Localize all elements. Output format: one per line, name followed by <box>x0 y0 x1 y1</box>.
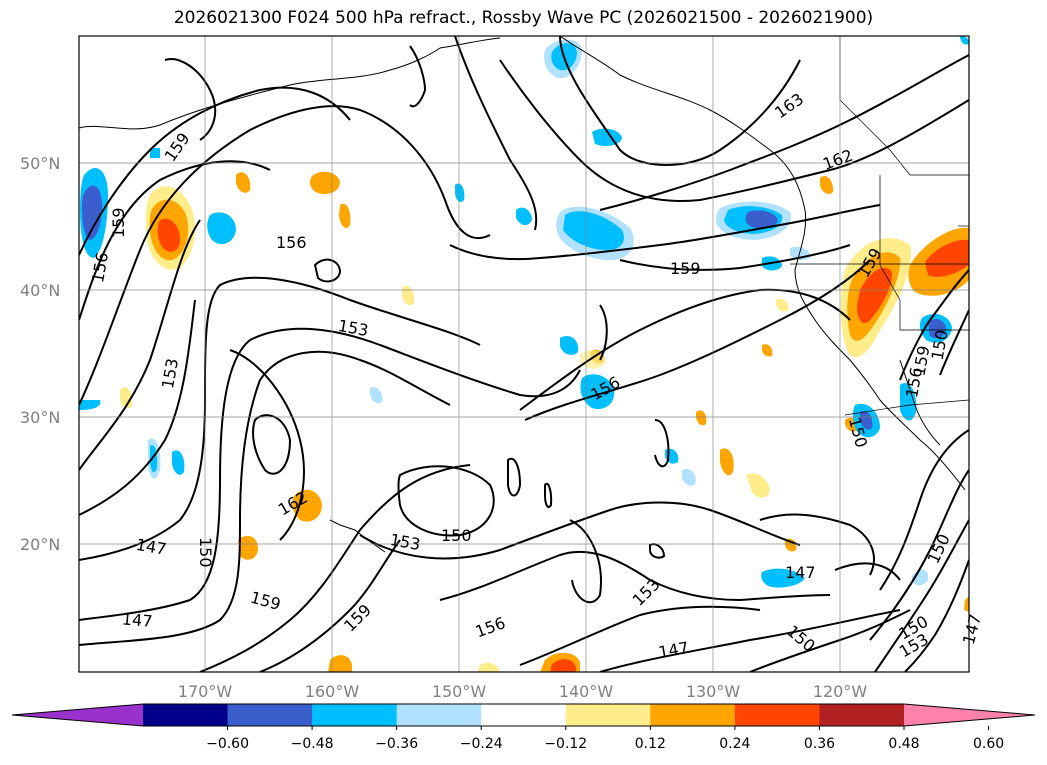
colorbar-tick-label: −0.60 <box>206 736 249 752</box>
lon-label: 170°W <box>178 682 233 701</box>
contour-label: 159 <box>670 259 701 278</box>
colorbar-tick-label: 0.60 <box>973 736 1004 752</box>
contour-label: 147 <box>121 609 153 631</box>
colorbar-segment <box>565 704 651 726</box>
colorbar-tick-label: −0.12 <box>544 736 587 752</box>
colorbar-extend-high <box>904 704 1035 726</box>
colorbar-segment <box>227 704 313 726</box>
colorbar-segment <box>396 704 482 726</box>
positive-anomaly-regions <box>120 171 969 672</box>
lat-label: 20°N <box>20 535 60 554</box>
lon-label: 120°W <box>813 682 868 701</box>
colorbar-segment <box>650 704 736 726</box>
lon-label: 130°W <box>686 682 741 701</box>
colorbar: −0.60 −0.48 −0.36 −0.24 −0.12 0.12 0.24 0.36 0.4… <box>11 703 1036 752</box>
contour-label: 147 <box>785 563 816 582</box>
colorbar-tick-label: 0.36 <box>804 736 835 752</box>
map-title: 2026021300 F024 500 hPa refract., Rossby… <box>173 8 874 28</box>
colorbar-tick-label: −0.24 <box>460 736 503 752</box>
contour-label: 159 <box>109 207 128 238</box>
colorbar-segment <box>481 704 567 726</box>
lat-label: 50°N <box>20 154 60 173</box>
colorbar-segment <box>734 704 820 726</box>
coastlines <box>79 36 966 553</box>
colorbar-tick-label: 0.48 <box>888 736 919 752</box>
longitude-labels: 170°W 160°W 150°W 140°W 130°W 120°W <box>178 682 868 701</box>
lon-label: 140°W <box>559 682 614 701</box>
contour-label: 150 <box>441 526 472 545</box>
colorbar-segment <box>312 704 398 726</box>
colorbar-tick-label: −0.48 <box>291 736 334 752</box>
lat-label: 30°N <box>20 408 60 427</box>
colorbar-tick-label: 0.12 <box>635 736 666 752</box>
colorbar-segment <box>819 704 905 726</box>
contour-label: 156 <box>276 233 307 252</box>
lon-label: 150°W <box>432 682 487 701</box>
colorbar-outline <box>11 703 1036 727</box>
shaded-anomalies <box>79 36 969 672</box>
lon-label: 160°W <box>305 682 360 701</box>
contour-label: 150 <box>196 537 215 568</box>
colorbar-segment <box>143 704 229 726</box>
colorbar-tick-label: −0.36 <box>375 736 418 752</box>
latitude-labels: 50°N 40°N 30°N 20°N <box>20 154 60 554</box>
colorbar-tick-label: 0.24 <box>719 736 750 752</box>
colorbar-extend-low <box>12 704 143 726</box>
map-background <box>79 36 969 672</box>
lat-label: 40°N <box>20 281 60 300</box>
map-frame <box>78 35 970 673</box>
contour-lines <box>79 36 969 672</box>
graticule <box>79 36 969 672</box>
